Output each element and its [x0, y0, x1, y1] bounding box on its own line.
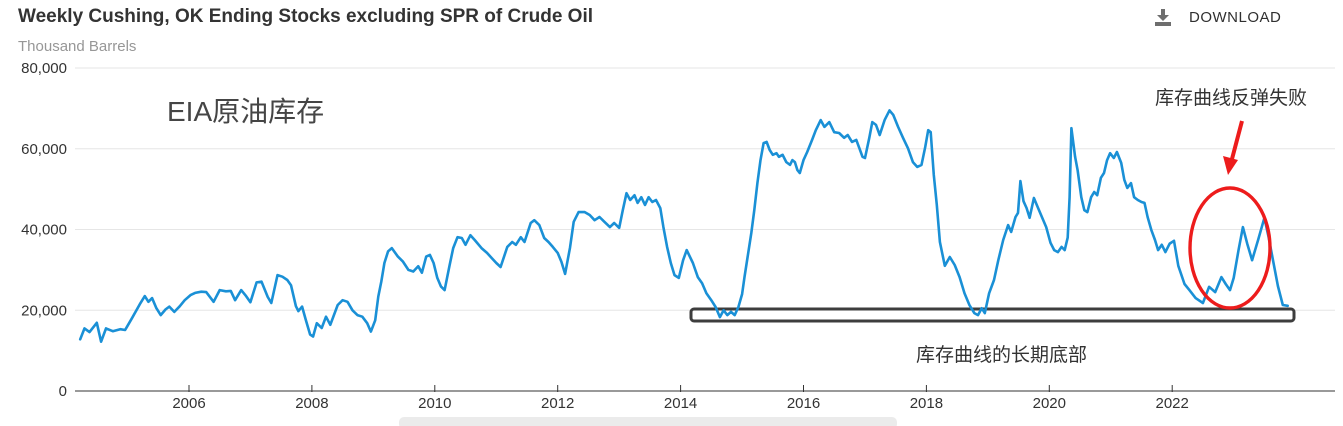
x-tick-label: 2022: [1156, 395, 1189, 412]
y-axis-units-label: Thousand Barrels: [18, 38, 137, 55]
x-tick-label: 2008: [295, 395, 328, 412]
y-tick-label: 60,000: [21, 141, 67, 158]
x-tick-label: 2010: [418, 395, 451, 412]
y-tick-label: 0: [59, 383, 67, 400]
highlight-arrow-head: [1223, 156, 1238, 175]
x-tick-label: 2020: [1033, 395, 1066, 412]
y-tick-label: 80,000: [21, 60, 67, 77]
x-tick-label: 2018: [910, 395, 943, 412]
download-icon: [1155, 9, 1171, 26]
highlight-ellipse: [1188, 186, 1272, 310]
stocks-line-series: [78, 109, 1289, 343]
y-tick-label: 40,000: [21, 222, 67, 239]
x-tick-label: 2012: [541, 395, 574, 412]
highlight-arrow-shaft: [1230, 120, 1244, 160]
x-tick-label: 2016: [787, 395, 820, 412]
annotation-rebound-failed-label: 库存曲线反弹失败: [1155, 88, 1308, 109]
x-tick-label: 2006: [172, 395, 205, 412]
page-title: Weekly Cushing, OK Ending Stocks excludi…: [18, 6, 594, 27]
annotation-long-term-bottom-label: 库存曲线的长期底部: [916, 345, 1088, 366]
download-button[interactable]: DOWNLOAD: [1152, 7, 1281, 27]
annotation-eia-inventory-label: EIA原油库存: [167, 96, 325, 127]
long-term-bottom-box: [689, 307, 1296, 323]
y-tick-label: 20,000: [21, 302, 67, 319]
horizontal-scrollbar-thumb[interactable]: [399, 417, 897, 426]
download-button-label: DOWNLOAD: [1189, 8, 1282, 26]
x-tick-label: 2014: [664, 395, 697, 412]
